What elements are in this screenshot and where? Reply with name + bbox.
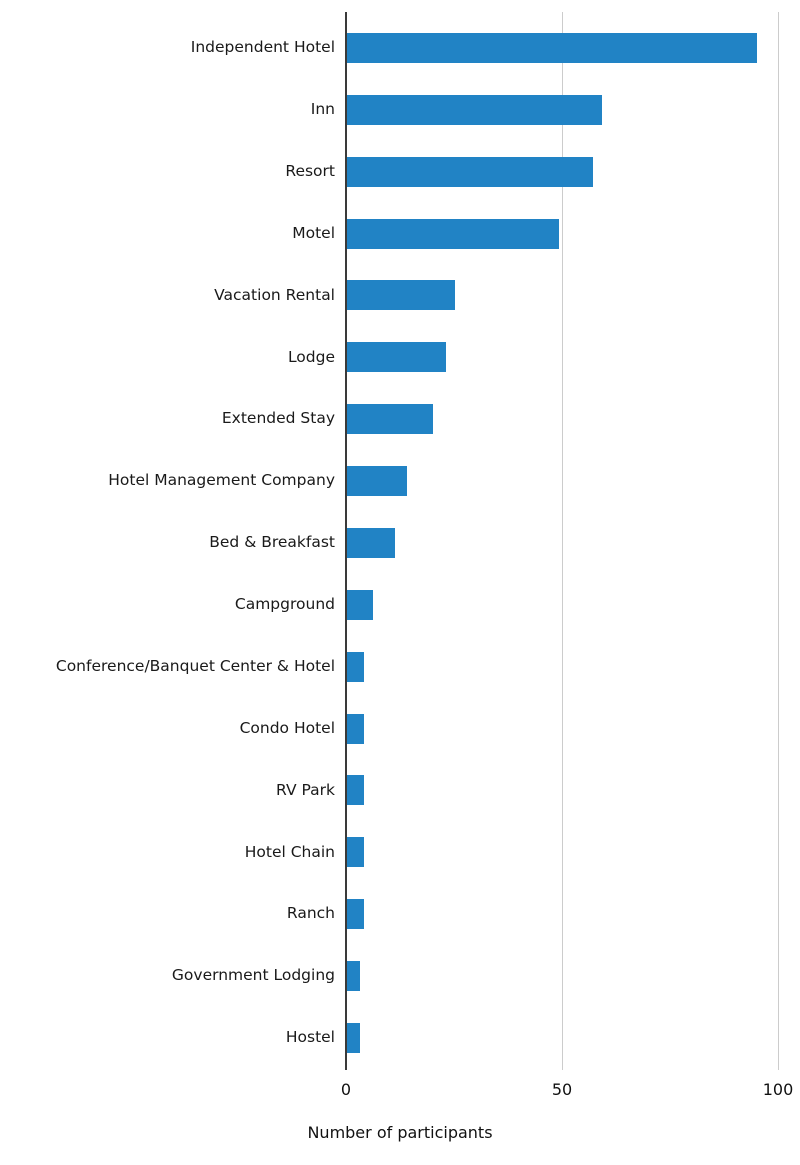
bar xyxy=(347,32,758,63)
bar-row: Hotel Management Company xyxy=(0,450,800,512)
bar-row: RV Park xyxy=(0,760,800,822)
category-label: Lodge xyxy=(287,347,335,366)
bar xyxy=(347,94,602,125)
category-label: Inn xyxy=(310,100,335,119)
x-axis-title: Number of participants xyxy=(307,1123,493,1142)
bar xyxy=(347,1022,360,1053)
category-label: Extended Stay xyxy=(221,409,335,428)
bar-rows: Independent Hotel Inn Resort Motel Vacation … xyxy=(0,17,800,1069)
x-tick-label: 100 xyxy=(762,1080,794,1099)
bar-row: Hotel Chain xyxy=(0,821,800,883)
bar-area xyxy=(347,698,800,760)
bar-area xyxy=(347,141,800,203)
bar xyxy=(347,961,360,992)
x-tick-label: 0 xyxy=(340,1080,352,1099)
bar-area xyxy=(347,821,800,883)
bar-area xyxy=(347,79,800,141)
bar xyxy=(347,404,434,435)
bar-row: Conference/Banquet Center & Hotel xyxy=(0,636,800,698)
category-label: Campground xyxy=(234,595,335,614)
bar-row: Lodge xyxy=(0,326,800,388)
category-label: Vacation Rental xyxy=(214,285,335,304)
bar-row: Motel xyxy=(0,203,800,265)
bar-row: Independent Hotel xyxy=(0,17,800,79)
bar xyxy=(347,713,365,744)
bar-area xyxy=(347,512,800,574)
bar-area xyxy=(347,17,800,79)
bar-area xyxy=(347,945,800,1007)
bar-area xyxy=(347,203,800,265)
bar-row: Campground xyxy=(0,574,800,636)
category-label: Hostel xyxy=(285,1028,335,1047)
bar-area xyxy=(347,883,800,945)
bar xyxy=(347,342,447,373)
bar-row: Hostel xyxy=(0,1007,800,1069)
category-label: Government Lodging xyxy=(171,966,335,985)
bar-row: Bed & Breakfast xyxy=(0,512,800,574)
bar xyxy=(347,466,408,497)
gridline xyxy=(778,12,779,1070)
bar-row: Vacation Rental xyxy=(0,265,800,327)
bar-row: Condo Hotel xyxy=(0,698,800,760)
bar-row: Extended Stay xyxy=(0,388,800,450)
bar xyxy=(347,218,559,249)
bar-row: Inn xyxy=(0,79,800,141)
category-label: Resort xyxy=(285,161,335,180)
category-label: Conference/Banquet Center & Hotel xyxy=(55,656,335,675)
bar xyxy=(347,899,365,930)
bar-row: Government Lodging xyxy=(0,945,800,1007)
x-tick-label: 50 xyxy=(551,1080,573,1099)
bar-area xyxy=(347,760,800,822)
category-label: RV Park xyxy=(276,780,335,799)
bar-area xyxy=(347,265,800,327)
bar-row: Ranch xyxy=(0,883,800,945)
category-label: Ranch xyxy=(286,904,335,923)
category-label: Motel xyxy=(292,223,335,242)
gridline xyxy=(562,12,563,1070)
category-label: Bed & Breakfast xyxy=(209,533,335,552)
bar-area xyxy=(347,636,800,698)
bar xyxy=(347,156,594,187)
category-label: Independent Hotel xyxy=(190,38,335,57)
category-label: Condo Hotel xyxy=(239,718,335,737)
bar-row: Resort xyxy=(0,141,800,203)
bar xyxy=(347,651,365,682)
y-axis-line xyxy=(345,12,347,1070)
bar-area xyxy=(347,1007,800,1069)
bar xyxy=(347,527,395,558)
bar-area xyxy=(347,574,800,636)
bar-area xyxy=(347,450,800,512)
bar xyxy=(347,280,455,311)
bar xyxy=(347,837,365,868)
bar-area xyxy=(347,388,800,450)
bar xyxy=(347,589,373,620)
bar xyxy=(347,775,365,806)
category-label: Hotel Management Company xyxy=(108,471,335,490)
category-label: Hotel Chain xyxy=(244,842,335,861)
bar-area xyxy=(347,326,800,388)
